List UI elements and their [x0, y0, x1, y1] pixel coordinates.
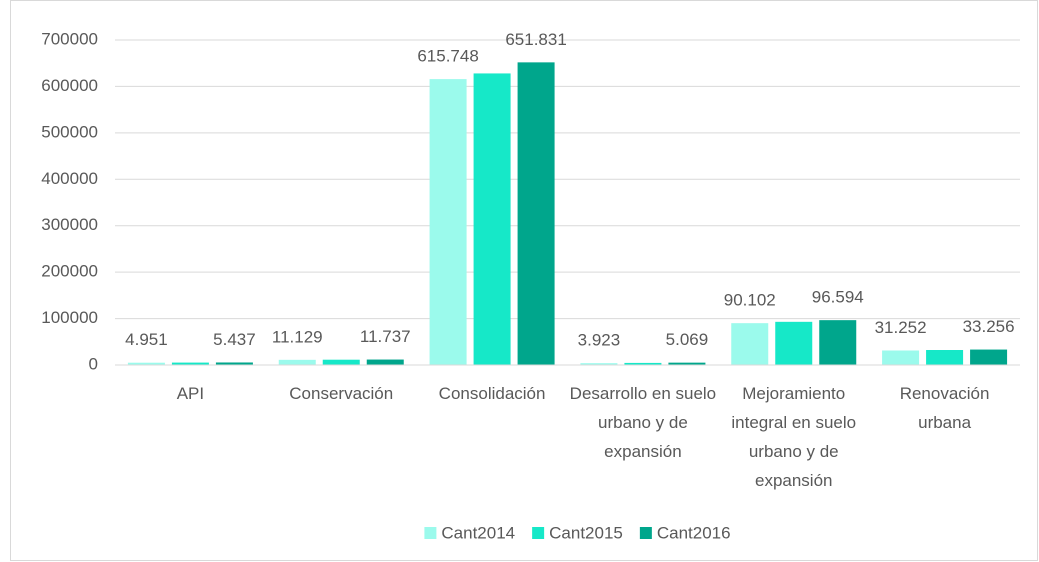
x-tick-label: API	[177, 384, 204, 403]
y-tick-label: 600000	[41, 76, 98, 95]
bar	[473, 73, 511, 365]
x-tick-label: Mejoramiento integral en suelo urbano y de…	[731, 384, 856, 490]
data-label: 615.748	[417, 47, 478, 66]
data-label: 5.069	[666, 330, 709, 349]
data-label: 11.129	[272, 327, 323, 346]
data-label: 4.951	[125, 330, 168, 349]
data-label: 651.831	[505, 30, 566, 49]
y-tick-label: 0	[89, 354, 98, 373]
bar	[278, 359, 316, 365]
bar	[215, 362, 253, 365]
legend-swatch	[639, 527, 652, 539]
legend-swatch	[424, 527, 437, 539]
bar	[926, 350, 964, 365]
y-tick-label: 200000	[41, 262, 98, 281]
data-label: 90.102	[724, 291, 776, 310]
bar	[819, 320, 857, 365]
bar	[731, 323, 769, 365]
data-label: 3.923	[578, 331, 621, 350]
legend-label: Cant2015	[549, 523, 623, 542]
x-tick-label: Consolidación	[439, 384, 546, 403]
y-tick-label: 300000	[41, 215, 98, 234]
bar	[322, 359, 360, 365]
bar	[429, 79, 467, 365]
bar	[668, 362, 706, 365]
data-label: 5.437	[213, 330, 256, 349]
bar	[517, 62, 555, 366]
bar	[366, 359, 404, 365]
x-tick-label: Conservación	[289, 384, 393, 403]
bar	[624, 362, 662, 365]
y-tick-label: 700000	[41, 29, 98, 48]
bar	[775, 321, 813, 365]
legend: Cant2014 Cant2015 Cant2016	[424, 523, 731, 542]
legend-label: Cant2014	[441, 523, 515, 542]
data-label: 33.256	[963, 317, 1015, 336]
data-label: 96.594	[812, 288, 864, 307]
x-tick-label: Desarrollo en suelo urbano y de expansión	[570, 384, 716, 461]
y-tick-label: 500000	[41, 122, 98, 141]
bar	[970, 349, 1008, 365]
x-tick-label: Renovación urbana	[900, 384, 990, 432]
bar	[127, 362, 165, 365]
legend-swatch	[532, 527, 545, 539]
y-tick-label: 100000	[41, 308, 98, 327]
bar	[882, 350, 920, 365]
data-label: 31.252	[875, 318, 927, 337]
y-tick-label: 400000	[41, 169, 98, 188]
bar	[171, 362, 209, 365]
bar	[580, 363, 618, 365]
legend-label: Cant2016	[657, 523, 731, 542]
data-label: 11.737	[360, 327, 411, 346]
